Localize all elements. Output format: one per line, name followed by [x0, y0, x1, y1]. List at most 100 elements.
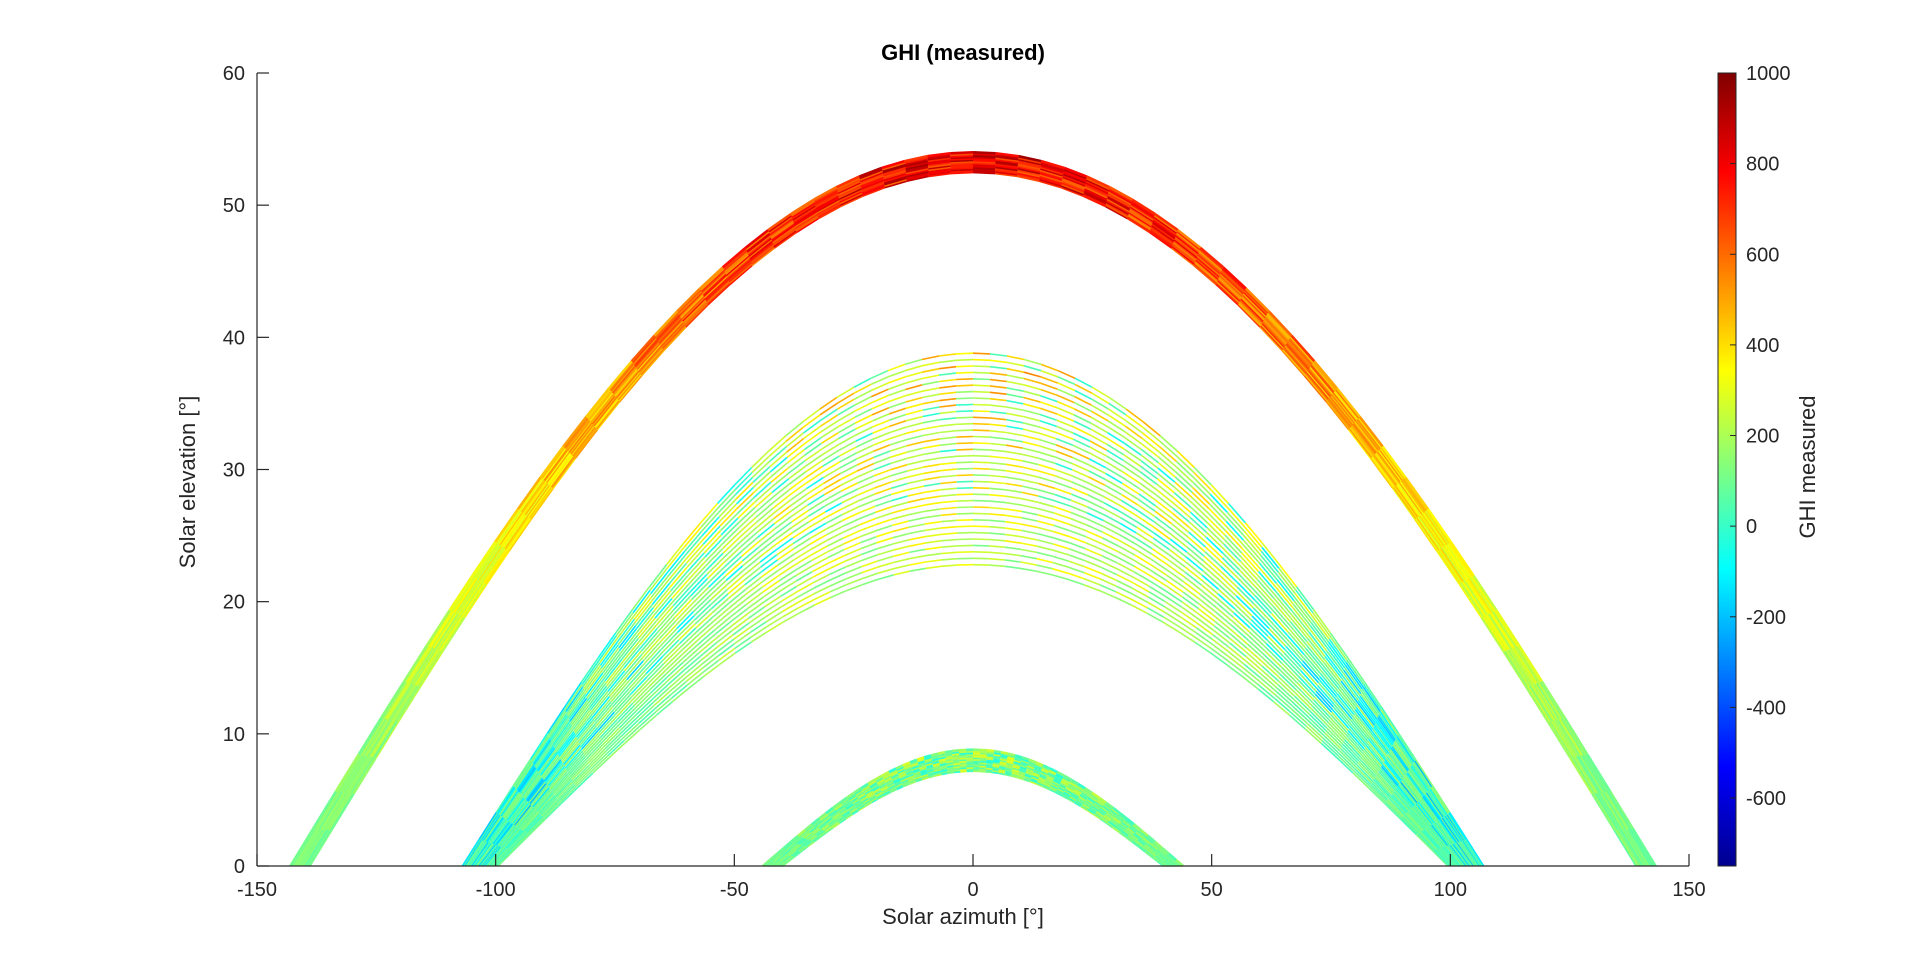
sun-path-segment [1026, 767, 1034, 773]
sun-path-segment [791, 510, 809, 523]
sun-path-segment [525, 777, 544, 801]
sun-path-segment [810, 545, 828, 556]
sun-path-segment [873, 789, 882, 796]
sun-path-segment [952, 757, 960, 761]
sun-path-segment [920, 769, 928, 775]
sun-path-segment [650, 680, 669, 697]
sun-path-segment [1245, 655, 1263, 671]
sun-path-segment [932, 760, 940, 765]
sun-path-segment [1158, 456, 1177, 473]
sun-path-segment [1017, 161, 1041, 169]
sun-path-segment [708, 575, 727, 593]
sun-path-segment [946, 765, 954, 770]
sun-path-segment [887, 369, 906, 378]
sun-path-segment [810, 539, 828, 551]
sun-path-segment [808, 505, 826, 517]
sun-path-segment [1000, 754, 1008, 759]
sun-path-segment [1022, 428, 1040, 435]
sun-path-segment [1090, 422, 1108, 434]
sun-path-segment [825, 806, 834, 815]
sun-path-segment [822, 455, 840, 467]
sun-path-segment [868, 780, 878, 788]
sun-path-segment [1142, 426, 1161, 442]
sun-path-segment [1405, 813, 1423, 832]
sun-path-segment [704, 539, 723, 558]
sun-path-segment [1016, 174, 1040, 182]
sun-path-segment [1025, 770, 1033, 776]
sun-path-segment [668, 673, 686, 689]
sun-path-segment [907, 466, 924, 472]
sun-path-segment [951, 749, 960, 753]
sun-path-segment [727, 579, 745, 595]
sun-path-segment [712, 606, 731, 623]
sun-path-segment [1460, 840, 1479, 867]
sun-path-segment [1017, 165, 1041, 173]
sun-path-segment [1295, 689, 1313, 707]
sun-path-segment [1070, 517, 1087, 526]
sun-path-segment [744, 229, 770, 249]
sun-path-segment [762, 574, 780, 588]
sun-path-segment [1071, 468, 1089, 478]
sun-path-segment [1363, 748, 1382, 769]
sun-path-segment [582, 732, 600, 752]
sun-path-segment [1017, 164, 1041, 172]
sun-path-segment [898, 771, 906, 777]
sun-path-segment [549, 715, 569, 741]
sun-path-segment [842, 518, 860, 528]
sun-path-segment [883, 177, 907, 188]
sun-path-segment [860, 554, 878, 562]
sun-path-segment [858, 499, 876, 508]
sun-path-segment [1210, 652, 1227, 666]
sun-path-segment [928, 170, 951, 176]
sun-path-segment [890, 463, 908, 471]
sun-path-segment [882, 167, 906, 177]
sun-path-segment [1391, 793, 1409, 813]
sun-path-segment [1322, 664, 1341, 687]
sun-path-segment [854, 789, 864, 796]
sun-path-segment [651, 582, 671, 605]
sun-path-segment [859, 529, 877, 538]
sun-path-segment [587, 745, 605, 764]
sun-path-segment [814, 190, 839, 206]
sun-path-segment [600, 722, 619, 741]
sun-path-segment [813, 579, 830, 590]
sun-path-segment [1073, 426, 1091, 436]
sun-path-segment [1011, 772, 1019, 777]
sun-path-segment [1403, 776, 1422, 800]
sun-path-segment [501, 827, 520, 848]
sun-path-segment [1297, 679, 1316, 698]
sun-path-segment [794, 559, 812, 571]
sun-path-segment [906, 174, 930, 182]
sun-path-segment [648, 669, 666, 688]
sun-path-segment [589, 750, 607, 768]
sun-path-segment [584, 670, 603, 695]
sun-path-segment [869, 796, 878, 803]
sun-path-segment [1164, 600, 1182, 613]
sun-path-segment [1291, 610, 1310, 633]
sun-path-segment [859, 172, 884, 184]
sun-path-segment [838, 422, 856, 434]
sun-path-segment [1359, 758, 1377, 777]
sun-path-segment [921, 367, 940, 373]
sun-path-segment [934, 772, 942, 777]
sun-path-segment [873, 450, 891, 459]
sun-path-segment [1239, 565, 1258, 585]
sun-path-segment [535, 790, 553, 811]
sun-path-segment [1039, 438, 1057, 446]
sun-path-segment [812, 573, 830, 584]
sun-path-segment [686, 671, 704, 686]
sun-path-segment [1056, 400, 1075, 410]
sun-path-segment [425, 609, 451, 647]
sun-path-segment [1378, 770, 1396, 791]
sun-path-segment [1247, 639, 1265, 656]
sun-path-segment [1310, 711, 1328, 729]
sun-path-segment [1386, 800, 1404, 818]
sun-path-segment [750, 626, 768, 638]
sun-path-segment [1217, 593, 1236, 610]
sun-path-segment [1221, 561, 1240, 580]
sun-path-segment [1304, 650, 1323, 672]
sun-path-segment [1085, 530, 1103, 539]
sun-path-segment [1021, 516, 1038, 522]
sun-path-segment [985, 766, 993, 771]
sun-path-segment [906, 772, 914, 778]
